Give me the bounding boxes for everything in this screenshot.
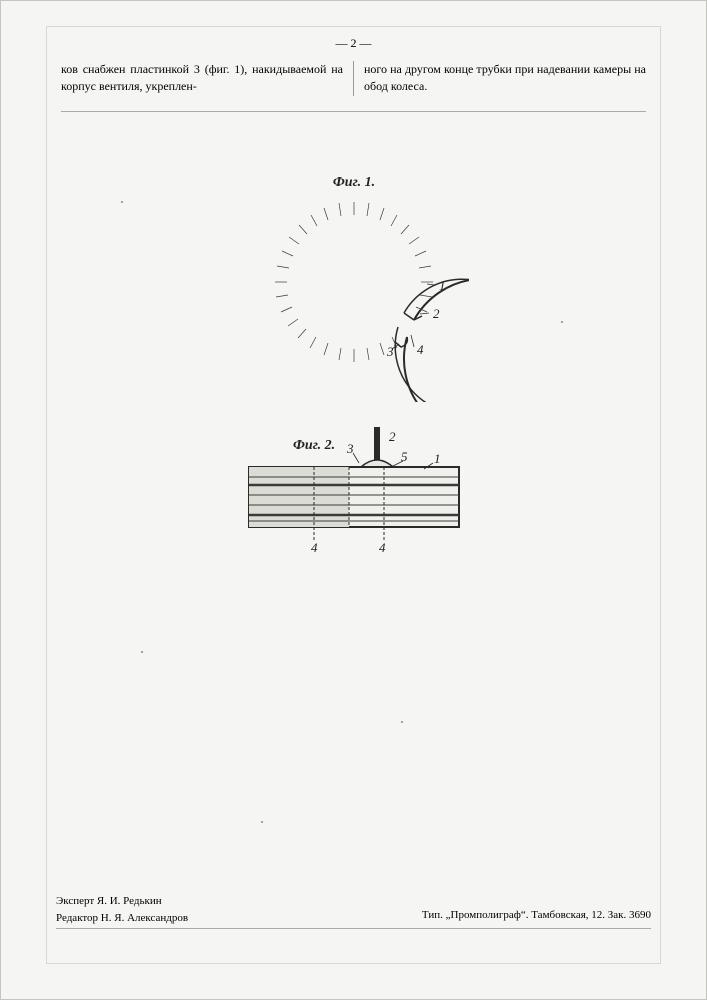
page-number: — 2 —	[51, 36, 656, 51]
ring-outer	[403, 279, 468, 402]
document-page: — 2 — ков снабжен пластинкой 3 (фиг. 1),…	[0, 0, 707, 1000]
speck	[261, 821, 263, 823]
fig2-n2: 2	[389, 429, 396, 444]
footer-rule	[56, 928, 651, 929]
speck	[121, 201, 123, 203]
expert-line: Эксперт Я. И. Редькин	[56, 893, 188, 911]
tube-sleeve	[249, 467, 349, 527]
figure-spacer	[51, 402, 656, 427]
ring-hatching	[275, 202, 433, 362]
leader-1	[427, 284, 435, 285]
fig2-n3: 3	[346, 441, 354, 456]
fig1-label: Фиг. 1.	[332, 175, 374, 190]
figure-2: Фиг. 2. 2 3 5 1 4 4	[219, 427, 489, 577]
fig2-label: Фиг. 2.	[293, 438, 335, 453]
column-separator	[353, 61, 354, 96]
speck	[401, 721, 403, 723]
figures-container: Фиг. 1. 1 2 3	[51, 172, 656, 577]
header-rule	[61, 111, 646, 112]
footer-right: Тип. „Промполиграф“. Тамбовская, 12. Зак…	[422, 909, 651, 921]
fig2-n4b: 4	[379, 540, 386, 555]
ring-end-valve	[404, 313, 422, 320]
speck	[141, 651, 143, 653]
fig1-n2: 2	[433, 306, 440, 321]
leader2-3	[353, 453, 359, 463]
editor-line: Редактор Н. Я. Александров	[56, 910, 188, 928]
leader-4	[411, 335, 414, 347]
footer-left: Эксперт Я. И. Редькин Редактор Н. Я. Але…	[56, 893, 188, 928]
header-columns: ков снабжен пластинкой 3 (фиг. 1), накид…	[61, 61, 646, 96]
speck	[561, 321, 563, 323]
footer: Эксперт Я. И. Редькин Редактор Н. Я. Але…	[56, 893, 651, 929]
fig1-n3: 3	[386, 344, 394, 359]
leader-2	[420, 313, 429, 314]
fig1-n4: 4	[417, 342, 424, 357]
column-left: ков снабжен пластинкой 3 (фиг. 1), накид…	[61, 61, 343, 96]
fig1-n1: 1	[439, 278, 446, 293]
fig2-n1: 1	[434, 451, 441, 466]
figure-1: Фиг. 1. 1 2 3	[239, 172, 469, 402]
fig2-n4a: 4	[311, 540, 318, 555]
column-right: ного на другом конце трубки при надевани…	[364, 61, 646, 96]
